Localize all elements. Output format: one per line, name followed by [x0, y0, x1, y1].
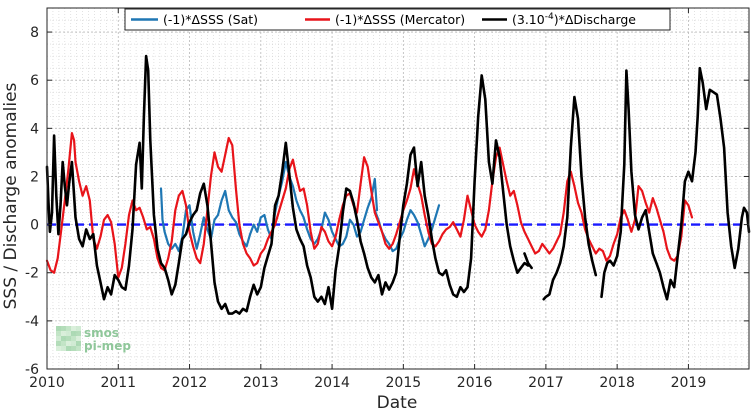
mercator-legend-label: (-1)*ΔSSS (Mercator)	[335, 12, 465, 27]
sat-series-line	[159, 160, 379, 253]
x-tick-label: 2016	[457, 375, 493, 391]
logo-tile	[71, 331, 76, 336]
x-tick-label: 2015	[386, 375, 422, 391]
logo-tile	[76, 331, 81, 336]
sat-legend-label: (-1)*ΔSSS (Sat)	[163, 12, 258, 27]
logo-tile	[71, 346, 76, 351]
discharge-series-line	[523, 252, 533, 270]
x-tick-label: 2010	[29, 375, 65, 391]
y-tick-label: -2	[25, 266, 39, 282]
logo-tile	[66, 346, 71, 351]
y-tick-label: 0	[30, 218, 39, 234]
logo-tile	[66, 326, 71, 331]
logo-tile	[56, 331, 61, 336]
logo-tile	[66, 331, 71, 336]
x-tick-label: 2013	[243, 375, 279, 391]
x-tick-label: 2018	[599, 375, 635, 391]
logo-tile	[61, 346, 66, 351]
logo-tile	[61, 326, 66, 331]
legend-box	[124, 8, 671, 31]
logo-tile	[61, 336, 66, 341]
discharge-series-line	[542, 95, 598, 301]
logo-tile	[56, 336, 61, 341]
x-tick-label: 2019	[671, 375, 707, 391]
discharge-legend-label: (3.10-4)*ΔDischarge	[512, 12, 636, 27]
x-tick-label: 2017	[528, 375, 564, 391]
logo-tile	[61, 331, 66, 336]
y-tick-label: 4	[30, 121, 39, 137]
logo-tile	[56, 341, 61, 346]
x-tick-label: 2014	[314, 375, 350, 391]
logo-tile	[61, 341, 66, 346]
logo-tile	[66, 336, 71, 341]
y-tick-label: 2	[30, 169, 39, 185]
discharge-series-line	[45, 54, 530, 315]
logo-tile	[56, 326, 61, 331]
logo-tile	[71, 341, 76, 346]
logo-tile	[56, 346, 61, 351]
y-tick-label: 6	[30, 73, 39, 89]
logo-tile	[71, 326, 76, 331]
mercator-series-line	[45, 132, 694, 279]
logo-tile	[76, 341, 81, 346]
y-tick-label: -6	[25, 362, 39, 378]
y-tick-label: -4	[25, 314, 39, 330]
x-axis-label: Date	[377, 393, 418, 412]
logo-text-line: pi-mep	[84, 339, 131, 353]
logo-tile	[66, 341, 71, 346]
y-axis-label: SSS / Discharge anomalies	[1, 82, 21, 309]
logo-text-line: smos	[84, 326, 119, 340]
logo-tile	[76, 336, 81, 341]
discharge-series-line	[600, 66, 751, 301]
x-tick-label: 2012	[172, 375, 208, 391]
logo-tile	[71, 336, 76, 341]
x-tick-label: 2011	[100, 375, 136, 391]
plot-frame	[46, 7, 750, 370]
logo-tile	[76, 346, 81, 351]
logo-tile	[76, 326, 81, 331]
sat-series-line	[373, 204, 441, 253]
y-tick-label: 8	[30, 25, 39, 41]
